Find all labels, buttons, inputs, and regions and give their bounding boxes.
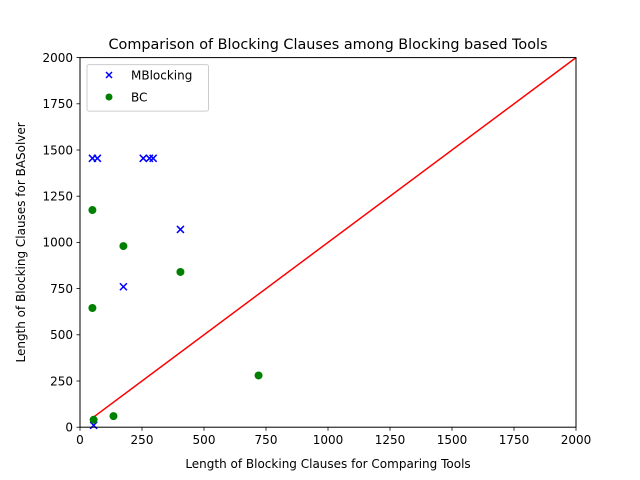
point-bc-1: [119, 242, 128, 251]
legend-marker-bc-icon: [105, 93, 113, 101]
point-bc-6: [89, 415, 98, 424]
x-tick-label: 1000: [313, 433, 344, 447]
legend-marker-mblocking-icon: [105, 71, 113, 79]
x-tick-label: 750: [255, 433, 278, 447]
reference-line: [91, 56, 577, 419]
x-axis-label: Length of Blocking Clauses for Comparing…: [185, 457, 470, 471]
y-axis-label: Length of Blocking Clauses for BASolver: [14, 122, 28, 362]
y-tick-label: 2000: [42, 51, 73, 65]
legend-box: [86, 64, 209, 112]
x-tick-label: 500: [193, 433, 216, 447]
y-tick-label: 1750: [42, 97, 73, 111]
y-tick-label: 1500: [42, 143, 73, 157]
y-axis-ticks: 0 250 500 750 1000 1250 1500 1750 2000: [42, 51, 80, 435]
point-bc-0: [88, 206, 97, 215]
point-mblocking-1: [93, 154, 102, 163]
legend-label-bc: BC: [131, 91, 147, 105]
data-points-layer: [88, 154, 263, 430]
point-mblocking-6: [119, 282, 128, 291]
y-tick-label: 0: [65, 421, 73, 435]
point-bc-3: [88, 304, 97, 313]
point-mblocking-5: [176, 225, 185, 234]
point-mblocking-4: [149, 154, 158, 163]
y-tick-label: 250: [50, 374, 73, 388]
y-tick-label: 1000: [42, 236, 73, 250]
legend-label-mblocking: MBlocking: [131, 69, 192, 83]
reference-line-layer: [91, 56, 577, 419]
x-tick-label: 1250: [375, 433, 406, 447]
x-tick-label: 1500: [437, 433, 468, 447]
legend: MBlocking BC: [86, 64, 209, 112]
y-tick-label: 1250: [42, 190, 73, 204]
x-tick-label: 1750: [499, 433, 530, 447]
x-tick-label: 2000: [561, 433, 592, 447]
point-bc-2: [176, 267, 185, 276]
y-tick-label: 500: [50, 328, 73, 342]
x-tick-label: 250: [131, 433, 154, 447]
y-tick-label: 750: [50, 282, 73, 296]
point-mblocking-2: [139, 154, 148, 163]
point-bc-5: [109, 412, 118, 421]
x-axis-ticks: 0 250 500 750 1000 1250 1500 1750 2000: [76, 427, 591, 447]
point-bc-4: [254, 371, 263, 380]
chart-title: Comparison of Blocking Clauses among Blo…: [108, 37, 547, 53]
x-tick-label: 0: [76, 433, 84, 447]
